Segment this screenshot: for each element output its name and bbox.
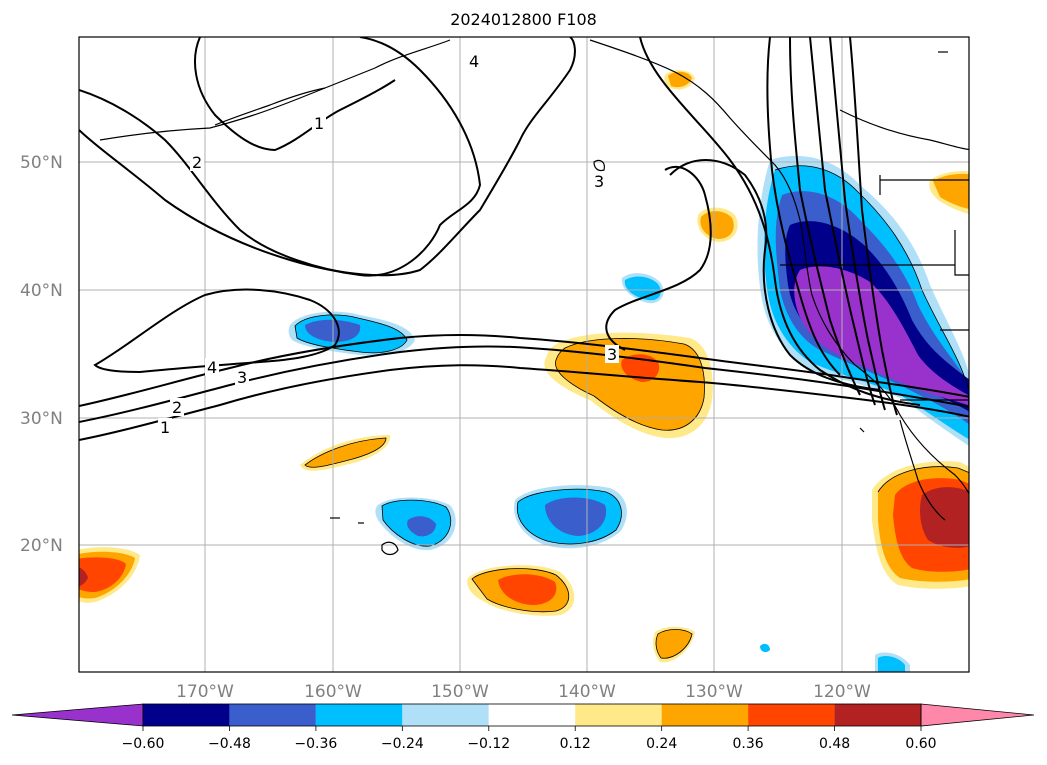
colorbar-extend-high	[920, 703, 1035, 727]
contour-lines	[79, 37, 969, 441]
gridlines	[79, 37, 969, 672]
colorbar-tick-label: 0.24	[646, 736, 677, 752]
lon-labels: 170°W 160°W 150°W 140°W 130°W 120°W	[176, 682, 871, 702]
map-border	[78, 36, 970, 673]
lon-label-140w: 140°W	[558, 682, 616, 702]
lon-label-160w: 160°W	[304, 682, 362, 702]
colorbar-segment	[315, 704, 403, 726]
colorbar-outline	[142, 703, 922, 727]
contour-label-1-south: 1	[160, 418, 170, 437]
lat-labels: 50°N 40°N 30°N 20°N	[20, 153, 63, 556]
lon-label-150w: 150°W	[431, 682, 489, 702]
contour-label-4-north: 4	[469, 52, 479, 71]
colorbar-segment	[748, 704, 835, 726]
colorbar-segment	[229, 704, 316, 726]
colorbar-tick-label: −0.60	[122, 736, 165, 752]
lat-label-40n: 40°N	[20, 281, 63, 301]
lon-label-130w: 130°W	[685, 682, 743, 702]
lat-label-50n: 50°N	[20, 153, 63, 173]
colorbar-tick-label: 0.60	[905, 736, 936, 752]
contour-labels: 1 2 4 3 3 4 3 2 1	[158, 52, 619, 437]
colorbar-tick-label: −0.48	[208, 736, 251, 752]
contour-label-3-east: 3	[607, 345, 617, 364]
colorbar-segment	[661, 704, 749, 726]
contour-label-4-west: 4	[207, 358, 217, 377]
lon-label-170w: 170°W	[176, 682, 234, 702]
map-area: 1 2 4 3 3 4 3 2 1	[79, 37, 969, 672]
colorbar-tick-label: 0.36	[733, 736, 764, 752]
colorbar-tick-label: 0.48	[819, 736, 850, 752]
contour-label-1-north: 1	[314, 114, 324, 133]
colorbar-segment	[575, 704, 662, 726]
anomaly-fill	[79, 70, 969, 672]
page-title: 2024012800 F108	[450, 10, 597, 29]
colorbar-tick-label: −0.12	[467, 736, 510, 752]
colorbar-segment	[488, 704, 576, 726]
colorbar-extend-low	[11, 703, 144, 727]
colorbar-segment	[143, 704, 230, 726]
colorbar-segment	[834, 704, 921, 726]
contour-label-3-west: 3	[237, 368, 247, 387]
contour-label-3-north: 3	[594, 172, 604, 191]
lon-label-120w: 120°W	[813, 682, 871, 702]
colorbar: −0.60 −0.48 −0.36 −0.24 −0.12 0.12 0.24 0.36 0.4…	[11, 703, 1035, 752]
contour-label-2-north: 2	[192, 153, 202, 172]
lat-label-30n: 30°N	[20, 409, 63, 429]
coastlines	[99, 39, 969, 556]
lat-label-20n: 20°N	[20, 536, 63, 556]
colorbar-segment	[402, 704, 489, 726]
colorbar-tick-label: 0.12	[560, 736, 591, 752]
colorbar-tick-label: −0.36	[294, 736, 337, 752]
colorbar-tick-label: −0.24	[381, 736, 424, 752]
contour-label-2-south: 2	[172, 398, 182, 417]
